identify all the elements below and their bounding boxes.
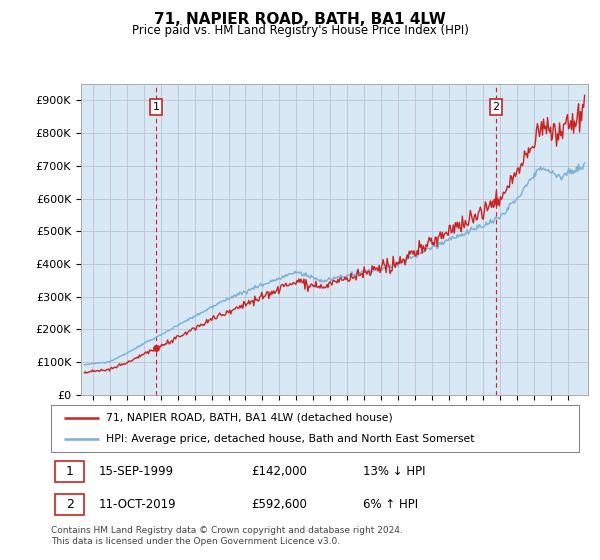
Text: 2: 2 xyxy=(66,498,74,511)
Bar xyxy=(55,494,84,515)
Text: Contains HM Land Registry data © Crown copyright and database right 2024.
This d: Contains HM Land Registry data © Crown c… xyxy=(51,526,403,546)
Text: HPI: Average price, detached house, Bath and North East Somerset: HPI: Average price, detached house, Bath… xyxy=(106,435,475,445)
Text: 13% ↓ HPI: 13% ↓ HPI xyxy=(362,465,425,478)
Text: £592,600: £592,600 xyxy=(251,498,308,511)
Text: 71, NAPIER ROAD, BATH, BA1 4LW: 71, NAPIER ROAD, BATH, BA1 4LW xyxy=(154,12,446,27)
Text: 1: 1 xyxy=(152,102,160,112)
Text: 1: 1 xyxy=(66,465,74,478)
Text: 15-SEP-1999: 15-SEP-1999 xyxy=(98,465,173,478)
Text: 6% ↑ HPI: 6% ↑ HPI xyxy=(362,498,418,511)
Bar xyxy=(55,461,84,482)
Text: Price paid vs. HM Land Registry's House Price Index (HPI): Price paid vs. HM Land Registry's House … xyxy=(131,24,469,37)
Text: £142,000: £142,000 xyxy=(251,465,308,478)
Text: 71, NAPIER ROAD, BATH, BA1 4LW (detached house): 71, NAPIER ROAD, BATH, BA1 4LW (detached… xyxy=(106,413,393,423)
Text: 11-OCT-2019: 11-OCT-2019 xyxy=(98,498,176,511)
Text: 2: 2 xyxy=(493,102,500,112)
